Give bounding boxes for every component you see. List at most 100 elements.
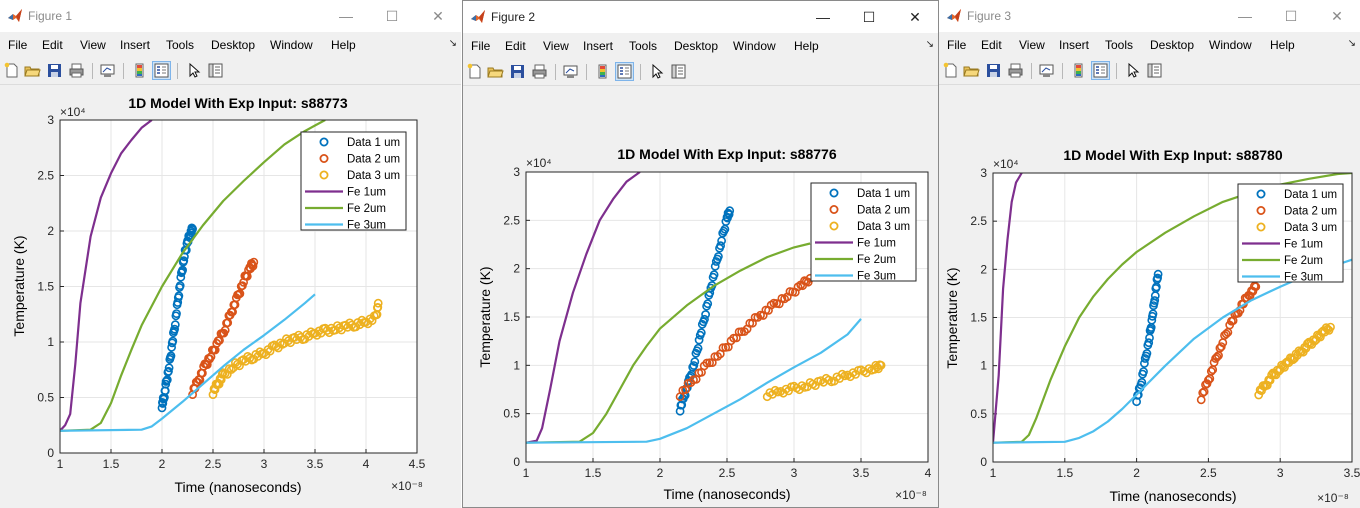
data-marker-data-1-um[interactable] (164, 366, 173, 376)
series-line-fe-2um[interactable] (526, 242, 811, 444)
menu-tools[interactable]: Tools (166, 38, 195, 52)
minimize-button[interactable]: — (339, 8, 353, 24)
print-icon[interactable] (1007, 62, 1024, 79)
insert-colorbar-icon[interactable] (131, 62, 148, 79)
minimize-button[interactable]: — (816, 9, 830, 25)
maximize-button[interactable]: ☐ (385, 8, 399, 24)
close-button[interactable]: ✕ (909, 9, 921, 25)
menu-view[interactable]: View (80, 38, 106, 52)
print-icon[interactable] (68, 62, 85, 79)
insert-colorbar-icon[interactable] (594, 63, 611, 80)
data-marker-data-1-um[interactable] (164, 363, 174, 373)
data-marker-data-1-um[interactable] (166, 351, 176, 361)
data-marker-data-3-um[interactable] (1326, 322, 1335, 332)
data-marker-data-2-um[interactable] (1251, 282, 1261, 292)
data-marker-data-2-um[interactable] (745, 318, 755, 328)
data-marker-data-1-um[interactable] (168, 336, 178, 346)
data-marker-data-1-um[interactable] (167, 342, 176, 352)
figure-canvas[interactable]: 1 1.5 2 2.5 3 3.5 4 0 0.5 1 1.5 2 2.5 3 1D Model With … (463, 87, 939, 507)
data-marker-data-3-um[interactable] (1281, 358, 1291, 368)
menu-insert[interactable]: Insert (583, 39, 614, 53)
menu-window[interactable]: Window (1209, 38, 1252, 52)
data-marker-data-1-um[interactable] (713, 252, 723, 261)
data-marker-data-2-um[interactable] (249, 257, 259, 267)
menu-edit[interactable]: Edit (505, 39, 526, 53)
data-marker-data-1-um[interactable] (170, 324, 179, 334)
minimize-button[interactable]: — (1238, 8, 1252, 24)
menu-window[interactable]: Window (270, 38, 313, 52)
save-icon[interactable] (46, 62, 63, 79)
data-marker-data-3-um[interactable] (373, 298, 383, 308)
menu-view[interactable]: View (543, 39, 569, 53)
property-inspector-icon[interactable] (670, 63, 687, 80)
data-marker-data-2-um[interactable] (248, 261, 258, 271)
data-marker-data-2-um[interactable] (1198, 388, 1208, 398)
data-marker-data-1-um[interactable] (1153, 269, 1163, 279)
data-marker-data-1-um[interactable] (157, 403, 167, 413)
property-inspector-icon[interactable] (207, 62, 224, 79)
legend[interactable]: Data 1 um Data 2 um Data 3 um Fe 1um Fe 2um F… (1237, 183, 1344, 284)
data-marker-data-1-um[interactable] (1153, 273, 1162, 283)
menu-insert[interactable]: Insert (1059, 38, 1090, 52)
data-marker-data-3-um[interactable] (367, 316, 377, 326)
data-marker-data-1-um[interactable] (1148, 309, 1158, 319)
edit-plot-arrow-icon[interactable] (185, 62, 202, 79)
menu-tools[interactable]: Tools (629, 39, 658, 53)
menu-help[interactable]: Help (331, 38, 356, 52)
edit-plot-arrow-icon[interactable] (648, 63, 665, 80)
data-marker-data-1-um[interactable] (175, 281, 185, 290)
title-bar[interactable]: Figure 3 — ☐ ✕ (939, 0, 1360, 32)
menu-edit[interactable]: Edit (42, 38, 63, 52)
insert-colorbar-icon[interactable] (1070, 62, 1087, 79)
menu-view[interactable]: View (1019, 38, 1045, 52)
save-icon[interactable] (985, 62, 1002, 79)
maximize-button[interactable]: ☐ (1284, 8, 1298, 24)
data-marker-data-1-um[interactable] (178, 265, 187, 275)
menu-desktop[interactable]: Desktop (211, 38, 256, 52)
property-inspector-icon[interactable] (1146, 62, 1163, 79)
data-marker-data-1-um[interactable] (170, 320, 180, 330)
data-marker-data-3-um[interactable] (214, 379, 224, 389)
data-marker-data-1-um[interactable] (690, 357, 700, 367)
menu-file[interactable]: File (947, 38, 967, 52)
menu-window[interactable]: Window (733, 39, 776, 53)
data-marker-data-1-um[interactable] (693, 343, 703, 353)
data-marker-data-1-um[interactable] (701, 310, 710, 319)
dock-arrow-icon[interactable]: ↘ (448, 38, 457, 49)
link-plot-icon[interactable] (562, 63, 579, 80)
link-plot-icon[interactable] (99, 62, 116, 79)
series-line-fe-3um[interactable] (526, 318, 862, 444)
open-file-icon[interactable] (487, 63, 504, 80)
data-marker-data-3-um[interactable] (265, 346, 275, 356)
series-line-fe-1um[interactable] (993, 173, 1023, 443)
menu-desktop[interactable]: Desktop (1150, 38, 1195, 52)
series-line-fe-1um[interactable] (60, 120, 153, 432)
series-line-fe-3um[interactable] (60, 293, 316, 432)
close-button[interactable]: ✕ (1331, 8, 1343, 24)
data-marker-data-3-um[interactable] (226, 365, 236, 374)
data-marker-data-1-um[interactable] (1144, 338, 1154, 348)
data-marker-data-1-um[interactable] (725, 206, 735, 216)
dock-arrow-icon[interactable]: ↘ (925, 39, 934, 50)
maximize-button[interactable]: ☐ (862, 9, 876, 25)
save-icon[interactable] (509, 63, 526, 80)
figure-canvas[interactable]: 1 1.5 2 2.5 3 3.5 0 0.5 1 1.5 2 2.5 3 1D Model With E… (939, 86, 1360, 508)
data-marker-data-2-um[interactable] (750, 312, 760, 322)
data-marker-data-3-um[interactable] (876, 360, 886, 370)
dock-arrow-icon[interactable]: ↘ (1347, 38, 1356, 49)
print-icon[interactable] (531, 63, 548, 80)
data-marker-data-1-um[interactable] (703, 299, 713, 309)
data-marker-data-1-um[interactable] (188, 224, 197, 234)
new-figure-icon[interactable] (3, 62, 20, 79)
series-line-fe-2um[interactable] (60, 120, 326, 432)
figure-canvas[interactable]: 1 1.5 2 2.5 3 3.5 4 4.5 0 0.5 1 1.5 2 2.5 3 1D Model Wi… (0, 86, 461, 508)
data-marker-data-3-um[interactable] (373, 302, 383, 312)
series-line-fe-1um[interactable] (526, 172, 641, 444)
open-file-icon[interactable] (24, 62, 41, 79)
data-marker-data-1-um[interactable] (179, 256, 189, 266)
data-marker-data-1-um[interactable] (1142, 349, 1152, 358)
data-marker-data-2-um[interactable] (1221, 329, 1231, 339)
data-marker-data-1-um[interactable] (1150, 296, 1160, 305)
open-file-icon[interactable] (963, 62, 980, 79)
data-marker-data-3-um[interactable] (208, 390, 218, 399)
